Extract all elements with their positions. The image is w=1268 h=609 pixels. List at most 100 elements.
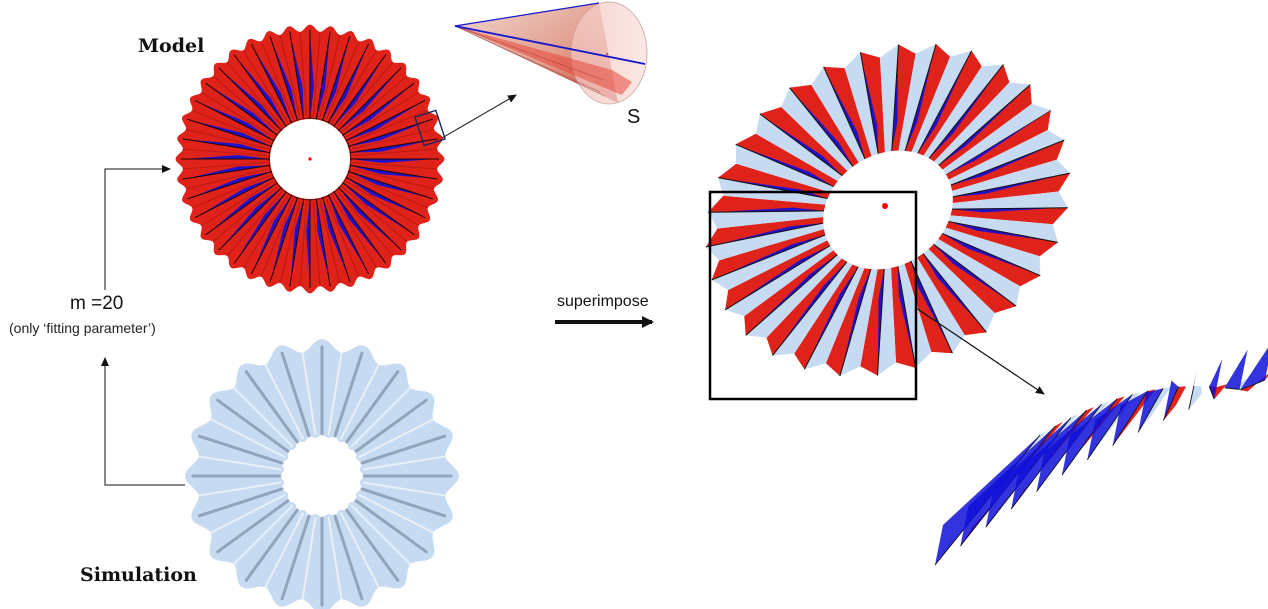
model-crease-line	[327, 194, 370, 275]
simulation-fold-highlight	[262, 512, 304, 592]
model-crease-line	[187, 118, 273, 148]
model-pleat-shade	[331, 195, 377, 268]
model-crease-line	[250, 43, 293, 124]
superimposed-red-pleat	[705, 217, 824, 247]
superimposed-crease-line	[942, 232, 1041, 277]
zoom-pleat	[1138, 387, 1171, 433]
model-crease-line	[345, 99, 426, 142]
superimposed-blue-pleat	[804, 266, 865, 370]
model-crease-line	[194, 99, 275, 142]
model-crease-wedge	[306, 199, 310, 284]
model-pleat-shade	[325, 41, 360, 120]
model-pleat-shade	[279, 35, 301, 118]
superimposed-crease-line	[789, 87, 854, 167]
model-pleat-shade	[192, 174, 271, 209]
superimposed-crease-line	[891, 44, 900, 152]
model-to-cone-arrow	[441, 94, 517, 139]
superimposed-crease-line	[772, 261, 848, 356]
model-crease-line	[187, 170, 273, 200]
simulation-fold-highlight	[193, 454, 282, 471]
zoom-crease-line	[1224, 387, 1240, 390]
model-pleat-shade	[319, 200, 341, 283]
simulation-fold-highlight	[300, 516, 317, 605]
model-pleat-shade	[243, 50, 289, 123]
model-pleat-shade	[352, 161, 437, 170]
zoom-crease	[1240, 347, 1268, 390]
superimposed-blue-pleat	[897, 263, 932, 368]
model-crease-line	[289, 198, 305, 287]
superimposed-red-pleat	[938, 233, 1041, 287]
superimposed-blue-pleat	[923, 249, 995, 333]
superimposed-blue-pleat	[708, 210, 824, 229]
superimposed-red-pleat	[823, 66, 872, 160]
model-crease-line	[218, 186, 283, 251]
simulation-fold-shadow	[360, 434, 447, 465]
superimposed-crease-line	[952, 207, 1068, 210]
simulation-fold-highlight	[193, 481, 282, 498]
superimposed-crease-line	[938, 84, 1031, 166]
model-crease-line	[337, 67, 402, 132]
simulation-fold-shadow	[280, 351, 311, 438]
superimposed-red-pleat	[891, 266, 916, 368]
zoom-crease-line	[1239, 379, 1266, 391]
simulation-fold-highlight	[362, 481, 451, 498]
model-pleat-shade	[186, 168, 269, 190]
model-pleat-shade	[243, 195, 289, 268]
superimposed-blue-pleat	[879, 44, 899, 153]
simulation-fold-highlight	[358, 416, 438, 458]
simulation-fold-highlight	[206, 416, 286, 458]
model-pleat-shade	[213, 186, 278, 242]
zoomed-pleat-detail	[934, 347, 1268, 566]
superimposed-blue-pleat	[839, 269, 878, 377]
model-crease-line	[337, 186, 402, 251]
model-pleat-shade	[260, 198, 295, 277]
model-pleat-shade	[352, 148, 437, 157]
model-crease-line	[269, 196, 299, 282]
superimposed-blue-pleat	[877, 267, 897, 376]
simulation-fold-shadow	[354, 398, 428, 453]
superimposed-blue-pleat	[844, 52, 879, 157]
superimposed-crease-line	[897, 266, 917, 368]
zoom-crease-line	[1188, 386, 1195, 410]
model-pleat-shade	[227, 62, 283, 127]
model-pleat-shade	[299, 201, 308, 286]
superimposed-blue-pleat	[952, 159, 1071, 197]
simulation-fold-shadow	[280, 514, 311, 601]
simulation-fold-shadow	[333, 351, 364, 438]
superimposed-center-dot	[882, 203, 888, 209]
superimposed-blue-pleat	[725, 245, 834, 317]
model-crease-line	[250, 194, 293, 275]
model-center-dot	[308, 157, 312, 161]
simulation-fold-highlight	[229, 383, 294, 448]
model-pleat-shade	[183, 161, 268, 170]
m-to-model-arrow	[104, 165, 171, 290]
simulation-fold-shadow	[216, 499, 290, 554]
zoom-crease	[1224, 349, 1248, 390]
model-pleat-shade	[325, 198, 360, 277]
model-crease-line	[333, 191, 387, 264]
superimposed-blue-pleat	[934, 82, 1031, 166]
superimposed-blue-pleat	[755, 113, 843, 182]
superimposed-crease-line	[724, 245, 831, 311]
simulation-fold-highlight	[206, 494, 286, 536]
simulation-fold-shadow	[360, 487, 447, 518]
superimposed-red-pleat	[950, 140, 1065, 191]
superimposed-crease-line	[705, 222, 824, 248]
zoom-crease-line	[1163, 386, 1179, 421]
model-crease-line	[333, 54, 387, 127]
zoom-crease-line	[1208, 386, 1215, 400]
zoom-crease	[1209, 359, 1223, 400]
model-title: Model	[138, 35, 205, 57]
model-pleat-shade	[299, 32, 308, 117]
simulation-fold-highlight	[327, 347, 344, 436]
model-crease-line	[321, 36, 351, 122]
superimposed-blue-pleat	[942, 227, 1041, 276]
superimposed-red-pleat	[735, 133, 838, 187]
simulation-fold-shadow	[197, 434, 284, 465]
superimposed-red-pleat	[905, 43, 951, 152]
model-pleat-shade	[279, 200, 301, 283]
model-crease-line	[349, 164, 438, 180]
superimposed-red-pleat	[952, 173, 1071, 203]
superimposed-blue-pleat	[745, 254, 842, 338]
superimposed-red-pleat	[928, 244, 1017, 313]
